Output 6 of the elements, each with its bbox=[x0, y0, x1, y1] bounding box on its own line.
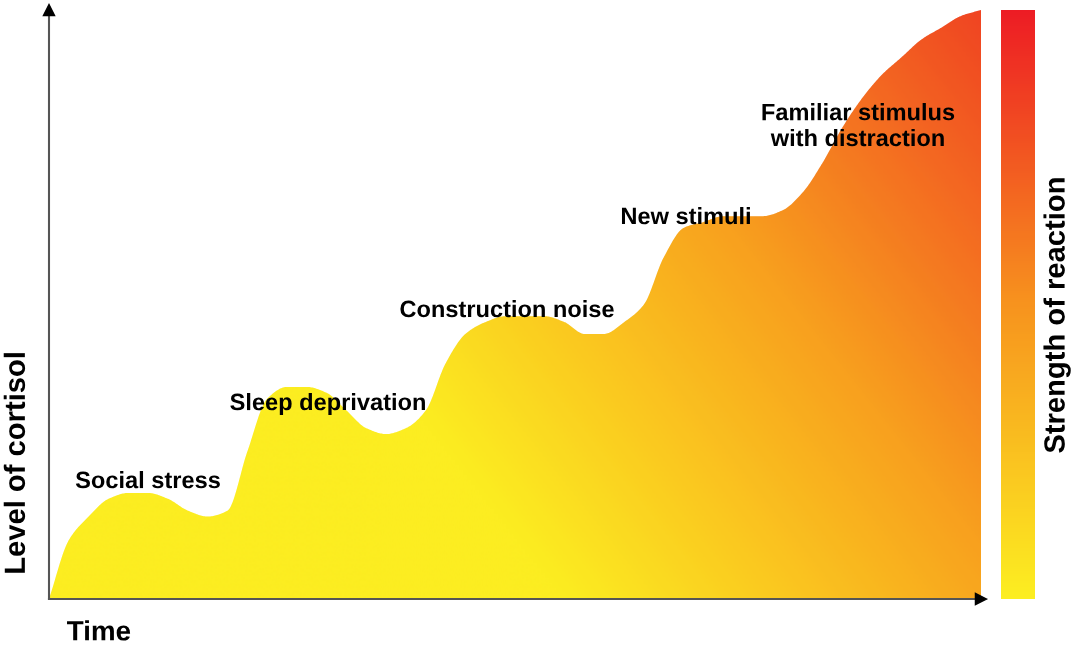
annotation: Social stress bbox=[75, 470, 220, 489]
annotation: Construction noise bbox=[400, 300, 614, 318]
color-bar-title: Strength of reaction bbox=[1043, 178, 1071, 453]
x-axis-title: Time bbox=[67, 620, 131, 641]
y-axis-title: Level of cortisol bbox=[3, 353, 26, 573]
annotation: New stimuli bbox=[621, 207, 750, 225]
